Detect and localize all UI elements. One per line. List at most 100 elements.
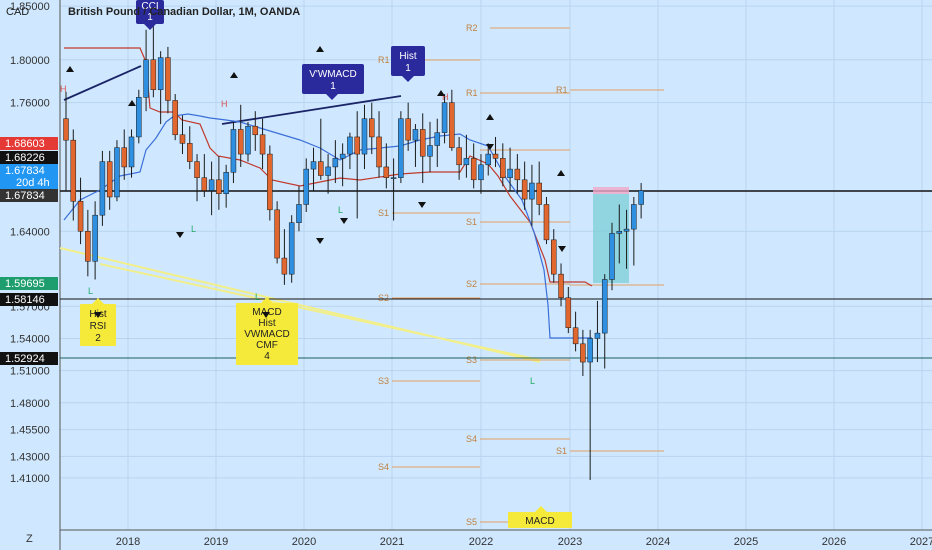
ma-red bbox=[64, 47, 593, 287]
candle-body bbox=[405, 118, 411, 141]
candle-body bbox=[601, 279, 608, 334]
candle-body bbox=[237, 129, 244, 155]
macd-box-line5: 4 bbox=[264, 351, 270, 362]
candle-body bbox=[63, 118, 69, 141]
candle-body bbox=[332, 158, 339, 168]
candle-body bbox=[179, 134, 186, 144]
candle-body bbox=[310, 161, 317, 170]
macd-box-line3: VWMACD bbox=[244, 329, 290, 340]
candle-body bbox=[245, 125, 251, 155]
cci-count: 1 bbox=[147, 12, 153, 23]
arrow-down bbox=[340, 218, 348, 224]
price-badge bbox=[0, 189, 58, 202]
pivot-label-r2: R2 bbox=[466, 23, 478, 33]
y-tick-label: 1.48000 bbox=[10, 398, 50, 410]
marker-l: L bbox=[88, 286, 93, 296]
candle-body bbox=[288, 222, 295, 275]
y-tick-label: 1.45500 bbox=[10, 425, 50, 437]
candle-body bbox=[347, 136, 353, 155]
arrow-down bbox=[316, 238, 324, 244]
candle-body bbox=[201, 177, 208, 191]
candle-body bbox=[507, 168, 513, 178]
candle-body bbox=[354, 136, 360, 155]
y-tick-label: 1.43000 bbox=[10, 451, 50, 463]
z-button[interactable]: Z bbox=[26, 533, 33, 545]
price-badge-text: 1.67834 bbox=[5, 165, 45, 177]
candle-body bbox=[449, 102, 455, 148]
candle-body bbox=[390, 177, 397, 179]
candle-body bbox=[514, 168, 521, 181]
vwmacd-callout: V'WMACD 1 bbox=[302, 64, 364, 100]
arrow-down bbox=[262, 312, 270, 318]
arrow-up bbox=[66, 66, 74, 72]
candle-body bbox=[609, 233, 615, 280]
candle-body bbox=[398, 118, 404, 178]
macd-box-line2: Hist bbox=[258, 318, 275, 329]
macd-bottom-label: MACD bbox=[525, 516, 554, 527]
pivot-label-s3: S3 bbox=[466, 355, 477, 365]
ma-blue bbox=[63, 113, 592, 339]
macd-bottom-callout: MACD bbox=[508, 506, 572, 528]
pivot-levels: R2 R1 R1 R1 S1 S1 S2 S2 S3 S3 S4 S4 S1 S… bbox=[378, 23, 664, 527]
y-tick-label: 1.51000 bbox=[10, 366, 50, 378]
x-tick-label: 2025 bbox=[734, 536, 758, 548]
currency-label: CAD bbox=[6, 6, 30, 18]
vwmacd-label: V'WMACD bbox=[309, 69, 356, 80]
x-tick-label: 2019 bbox=[204, 536, 228, 548]
candle-body bbox=[456, 147, 462, 166]
marker-l: L bbox=[338, 205, 343, 215]
candle-body bbox=[572, 327, 579, 345]
candle-body bbox=[485, 153, 491, 166]
candle-body bbox=[303, 168, 309, 205]
candle-body bbox=[631, 204, 637, 230]
hl-markers: H H H L L L L L bbox=[60, 84, 535, 386]
candle-body bbox=[594, 332, 601, 339]
candle-body bbox=[70, 139, 77, 202]
candle-body bbox=[267, 153, 273, 211]
x-tick-label: 2027 bbox=[910, 536, 932, 548]
candle-body bbox=[580, 343, 586, 363]
candle-body bbox=[434, 132, 441, 146]
candle-body bbox=[441, 102, 448, 133]
candle-body bbox=[150, 59, 157, 91]
candle-body bbox=[259, 134, 266, 155]
candle-body bbox=[623, 228, 630, 232]
price-badge-text: 1.68603 bbox=[5, 138, 45, 150]
candle-body bbox=[172, 100, 178, 136]
candle-body bbox=[361, 118, 368, 155]
macd-box-line4: CMF bbox=[256, 340, 278, 351]
price-badge bbox=[0, 277, 58, 290]
arrow-down bbox=[94, 312, 102, 318]
candle-body bbox=[274, 209, 280, 259]
pivot-label-r1: R1 bbox=[466, 88, 478, 98]
chart-grid bbox=[59, 0, 932, 550]
candle-body bbox=[208, 179, 215, 191]
pivot-label-s1: S1 bbox=[378, 208, 389, 218]
y-tick-label: 1.54000 bbox=[10, 333, 50, 345]
pivot-label-s1: S1 bbox=[466, 217, 477, 227]
cci-label: CCI bbox=[141, 1, 158, 12]
hist-rsi-callout: Hist RSI 2 bbox=[80, 298, 116, 346]
marker-h: H bbox=[60, 84, 67, 94]
candle-body bbox=[376, 136, 382, 168]
candle-body bbox=[77, 201, 84, 232]
chart-header: CAD British Pound / Canadian Dollar, 1M,… bbox=[0, 0, 932, 22]
price-badge-text: 1.52924 bbox=[5, 353, 45, 365]
marker-l: L bbox=[191, 224, 196, 234]
moving-averages bbox=[63, 47, 593, 339]
horizontal-levels bbox=[60, 190, 932, 359]
candle-body bbox=[521, 179, 528, 200]
candle-body bbox=[223, 172, 229, 195]
candle-body bbox=[478, 164, 484, 181]
pivot-label-s2: S2 bbox=[466, 279, 477, 289]
price-badge bbox=[0, 137, 58, 150]
hist-callout: Hist 1 bbox=[391, 46, 425, 82]
arrow-down bbox=[558, 246, 566, 252]
candle-body bbox=[114, 147, 120, 198]
x-tick-label: 2022 bbox=[469, 536, 493, 548]
candle-body bbox=[419, 129, 426, 157]
candle-body bbox=[536, 182, 542, 205]
x-tick-label: 2018 bbox=[116, 536, 140, 548]
annotations: CCI 1 V'WMACD 1 Hist 1 Hist RSI 2 MACD H… bbox=[60, 0, 572, 528]
